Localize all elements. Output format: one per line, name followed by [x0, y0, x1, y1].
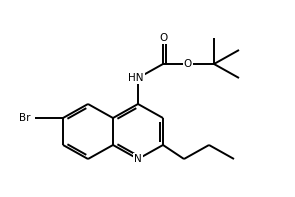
Text: Br: Br — [19, 113, 30, 123]
Text: O: O — [159, 33, 167, 43]
Text: HN: HN — [128, 73, 144, 83]
Text: N: N — [134, 154, 142, 164]
Text: O: O — [184, 59, 192, 69]
